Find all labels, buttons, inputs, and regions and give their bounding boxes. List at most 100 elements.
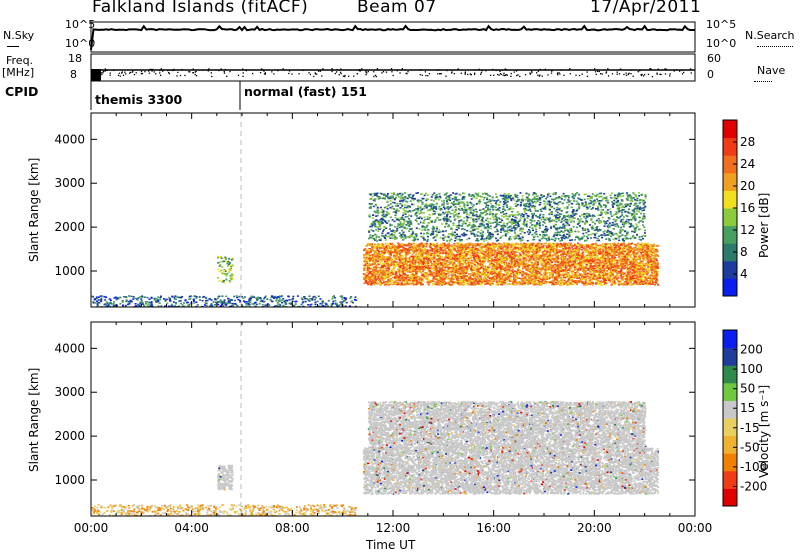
heatmap-cell <box>608 278 611 281</box>
heatmap-cell <box>548 253 551 256</box>
heatmap-cell <box>613 244 616 247</box>
heatmap-cell <box>593 261 596 263</box>
heatmap-cell <box>645 247 648 249</box>
heatmap-cell <box>542 250 545 253</box>
heatmap-cell <box>560 279 563 282</box>
heatmap-cell <box>559 242 562 245</box>
heatmap-cell <box>481 246 484 249</box>
freq-mark <box>531 72 533 74</box>
heatmap-cell <box>629 263 632 266</box>
freq-mark <box>176 75 178 77</box>
heatmap-cell <box>508 269 511 272</box>
heatmap-cell <box>400 282 403 284</box>
heatmap-cell <box>550 275 553 278</box>
freq-mark <box>689 68 692 70</box>
freq-mark <box>381 72 383 74</box>
heatmap-cell <box>574 258 577 261</box>
heatmap-cell <box>653 251 656 254</box>
heatmap-cell <box>441 263 444 265</box>
heatmap-cell <box>550 264 553 266</box>
heatmap-cell <box>466 268 469 271</box>
heatmap-cell <box>482 262 485 264</box>
heatmap-cell <box>452 263 455 266</box>
freq-mark <box>669 75 671 77</box>
freq-mark <box>162 70 164 72</box>
heatmap-cell <box>628 243 631 246</box>
heatmap-cell <box>555 248 558 251</box>
heatmap-cell <box>554 274 557 276</box>
heatmap-cell <box>508 268 511 271</box>
heatmap-cell <box>546 275 549 277</box>
heatmap-cell <box>640 260 643 263</box>
heatmap-cell <box>406 274 409 277</box>
heatmap-cell <box>602 270 604 272</box>
heatmap-cell <box>546 250 549 253</box>
heatmap-cell <box>602 261 605 264</box>
heatmap-cell <box>384 281 387 283</box>
heatmap-cell <box>587 265 590 267</box>
heatmap-cell <box>463 282 466 285</box>
freq-mark <box>569 68 571 70</box>
heatmap-cell <box>381 265 384 267</box>
heatmap-cell <box>545 260 548 263</box>
heatmap-cell <box>617 281 620 283</box>
heatmap-cell <box>435 272 438 275</box>
heatmap-cell <box>616 272 619 274</box>
heatmap-cell <box>409 244 412 247</box>
heatmap-cell <box>506 283 509 285</box>
heatmap-cell <box>523 283 526 286</box>
heatmap-cell <box>565 253 568 255</box>
freq-mark <box>473 73 476 75</box>
freq-mark <box>135 72 137 74</box>
freq-mark <box>130 71 132 74</box>
heatmap-cell <box>569 244 572 246</box>
heatmap-cell <box>459 283 462 285</box>
heatmap-cell <box>421 279 424 281</box>
heatmap-cell <box>441 281 444 284</box>
heatmap-cell <box>423 276 426 278</box>
freq-mark <box>637 71 639 73</box>
heatmap-cell <box>603 254 606 257</box>
heatmap-cell <box>414 278 417 281</box>
heatmap-cell <box>371 277 374 279</box>
heatmap-cell <box>435 275 438 277</box>
heatmap-cell <box>473 266 476 269</box>
heatmap-cell <box>397 279 400 282</box>
heatmap-cell <box>421 250 424 253</box>
heatmap-cell <box>544 282 547 285</box>
heatmap-cell <box>419 277 422 280</box>
heatmap-cell <box>498 258 500 261</box>
heatmap-cell <box>525 249 528 251</box>
heatmap-cell <box>389 271 392 273</box>
heatmap-cell <box>542 246 545 248</box>
freq-mark <box>578 74 581 77</box>
heatmap-cell <box>520 245 523 247</box>
heatmap-cell <box>570 263 572 266</box>
heatmap-cell <box>527 283 530 286</box>
freq-mark <box>223 72 226 74</box>
freq-mark <box>367 70 369 73</box>
heatmap-cell <box>368 244 371 246</box>
heatmap-cell <box>625 260 628 262</box>
heatmap-cell <box>613 251 616 253</box>
heatmap-cell <box>383 281 385 283</box>
heatmap-cell <box>637 258 640 260</box>
heatmap-cell <box>575 254 578 257</box>
heatmap-cell <box>474 255 476 258</box>
heatmap-cell <box>513 246 516 249</box>
heatmap-cell <box>588 272 591 275</box>
heatmap-cell <box>393 247 395 249</box>
heatmap-cell <box>518 259 521 262</box>
heatmap-cell <box>560 266 563 269</box>
heatmap-cell <box>496 255 499 257</box>
heatmap-cell <box>629 250 632 252</box>
heatmap-cell <box>488 266 491 269</box>
heatmap-cell <box>502 246 505 248</box>
heatmap-cell <box>627 282 629 284</box>
heatmap-cell <box>510 250 513 252</box>
freq-mark <box>242 68 244 70</box>
heatmap-cell <box>401 270 404 272</box>
heatmap-cell <box>598 258 601 260</box>
freq-mark <box>600 73 602 75</box>
heatmap-cell <box>576 260 578 263</box>
